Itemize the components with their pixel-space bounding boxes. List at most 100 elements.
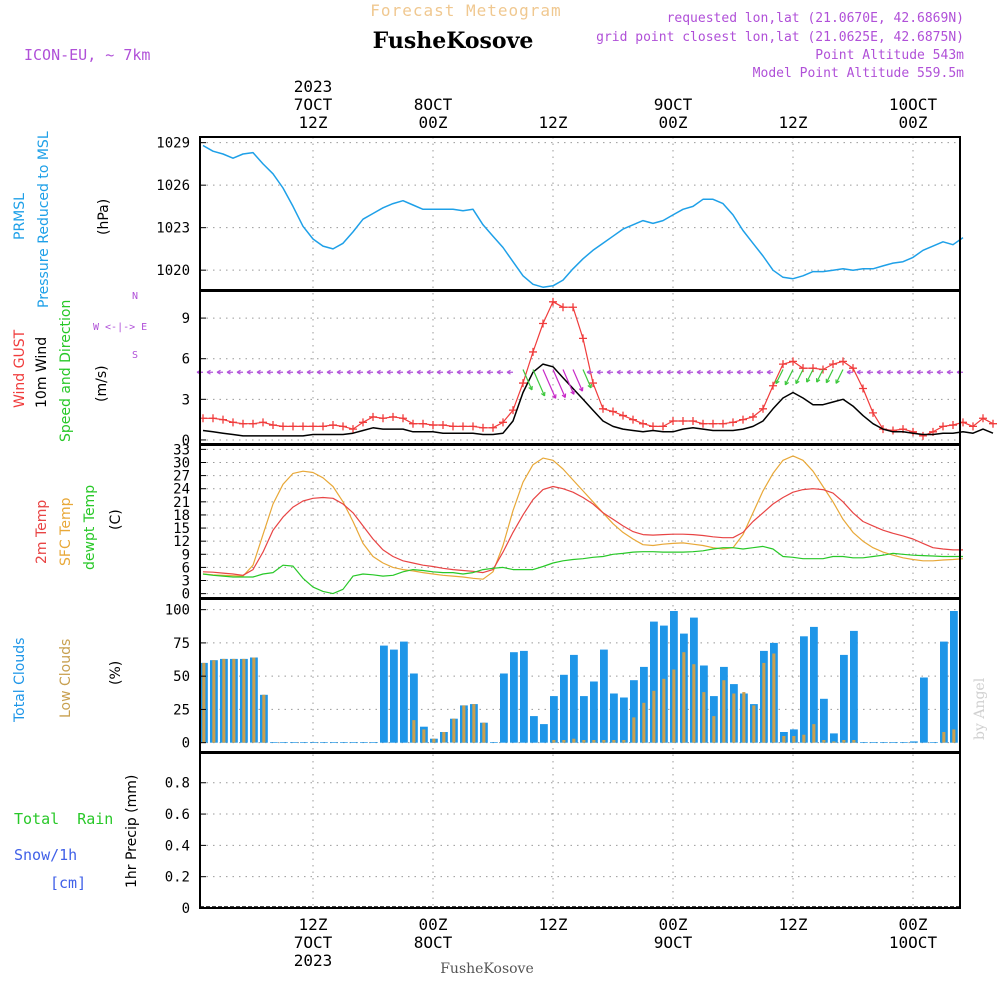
- gust-marker: [279, 422, 287, 430]
- total-cloud-bar: [860, 742, 868, 743]
- total-cloud-bar: [540, 724, 548, 743]
- station-title: FusheKosove: [373, 28, 534, 54]
- gust-marker: [249, 420, 257, 428]
- gust-marker: [559, 303, 567, 311]
- wind-unit: (m/s): [94, 365, 110, 402]
- low-cloud-bar: [822, 740, 825, 743]
- low-cloud-bar: [712, 716, 715, 743]
- closest-point: grid point closest lon,lat (21.0625E, 42…: [596, 30, 964, 45]
- total-cloud-bar: [890, 742, 898, 743]
- total-cloud-bar: [600, 650, 608, 743]
- low-cloud-bar: [742, 692, 745, 743]
- low-cloud-bar: [202, 663, 205, 743]
- wind-line: [203, 364, 993, 436]
- total-cloud-bar: [520, 651, 528, 743]
- time-label-bottom: 7OCT: [294, 933, 333, 952]
- time-label-bottom: 12Z: [779, 915, 808, 934]
- time-label-top: 00Z: [899, 113, 928, 132]
- compass-s: S: [132, 350, 138, 361]
- low-cloud-bar: [422, 729, 425, 742]
- total-cloud-bar: [910, 741, 918, 742]
- low-cloud-bar: [252, 658, 255, 743]
- low-cloud-bar: [672, 670, 675, 743]
- low-cloud-bar: [262, 695, 265, 743]
- y-tick-label: 6: [182, 352, 190, 368]
- total-cloud-bar: [850, 631, 858, 743]
- time-label-top: 10OCT: [889, 95, 938, 114]
- time-label-top: 00Z: [419, 113, 448, 132]
- gust-marker: [579, 334, 587, 342]
- low-cloud-bar: [702, 692, 705, 743]
- gust-marker: [649, 422, 657, 430]
- gust-marker: [919, 432, 927, 440]
- gust-marker: [409, 420, 417, 428]
- pressure-label-primary: PRMSL: [12, 193, 28, 240]
- y-tick-label: 0.2: [165, 870, 190, 886]
- low-cloud-bar: [432, 739, 435, 743]
- clouds-panel: 0255075100: [165, 603, 958, 752]
- temp-sfc-label: SFC Temp: [58, 497, 74, 566]
- total-cloud-bar: [870, 742, 878, 743]
- gust-marker: [719, 420, 727, 428]
- compass-we: W <-|-> E: [93, 322, 147, 333]
- gust-marker: [229, 418, 237, 426]
- gust-marker: [379, 414, 387, 422]
- gust-marker: [389, 413, 397, 421]
- total-cloud-bar: [940, 642, 948, 743]
- time-label-top: 12Z: [539, 113, 568, 132]
- panel-frame: [200, 753, 960, 908]
- total-cloud-bar: [820, 699, 828, 743]
- low-cloud-bar: [622, 740, 625, 743]
- total-cloud-bar: [610, 694, 618, 743]
- gust-marker: [399, 414, 407, 422]
- gust-marker: [629, 416, 637, 424]
- time-label-top: 7OCT: [294, 95, 333, 114]
- wind-arrow: [533, 370, 545, 396]
- dewpoint-line: [203, 546, 963, 593]
- gust-marker: [699, 420, 707, 428]
- y-tick-label: 33: [173, 442, 190, 458]
- total-cloud-bar: [350, 742, 358, 743]
- wind-10m-label: 10m Wind: [34, 337, 50, 408]
- gust-marker: [479, 424, 487, 432]
- low-cloud-bar: [212, 660, 215, 743]
- low-cloud-bar: [692, 664, 695, 743]
- requested-point: requested lon,lat (21.0670E, 42.6869N): [667, 11, 964, 26]
- total-cloud-bar: [300, 742, 308, 743]
- low-cloud-bar: [592, 740, 595, 743]
- gust-marker: [659, 422, 667, 430]
- model-label: ICON-EU, ~ 7km: [24, 46, 150, 64]
- low-cloud-bar: [602, 740, 605, 743]
- time-label-top: 00Z: [659, 113, 688, 132]
- gust-marker: [359, 418, 367, 426]
- gust-marker: [369, 413, 377, 421]
- low-cloud-bar: [782, 736, 785, 743]
- time-label-top: 8OCT: [414, 95, 453, 114]
- gust-marker: [219, 416, 227, 424]
- wind-arrow: [563, 370, 574, 395]
- low-cloud-bar: [462, 705, 465, 742]
- y-tick-label: 0.6: [165, 807, 190, 823]
- low-cloud-bar: [682, 652, 685, 743]
- time-label-bottom: 00Z: [419, 915, 448, 934]
- y-tick-label: 3: [182, 392, 190, 408]
- wind-gust-label: Wind GUST: [12, 329, 28, 408]
- temp-dew-label: dewpt Temp: [82, 485, 98, 570]
- low-cloud-bar: [552, 740, 555, 743]
- gust-marker: [209, 414, 217, 422]
- gust-marker: [329, 421, 337, 429]
- wind-panel: 0369: [182, 298, 997, 449]
- gust-marker: [599, 405, 607, 413]
- time-label-bottom: 12Z: [539, 915, 568, 934]
- low-cloud-bar: [832, 741, 835, 742]
- low-cloud-bar: [762, 663, 765, 743]
- y-tick-label: 0: [182, 901, 190, 917]
- low-cloud-bar: [812, 724, 815, 743]
- gust-marker: [739, 416, 747, 424]
- time-label-bottom: 8OCT: [414, 933, 453, 952]
- gust-marker: [909, 428, 917, 436]
- total-cloud-bar: [270, 742, 278, 743]
- low-cloud-bar: [232, 659, 235, 743]
- total-cloud-bar: [330, 742, 338, 743]
- precip-snow-label: Snow/1h: [14, 846, 77, 864]
